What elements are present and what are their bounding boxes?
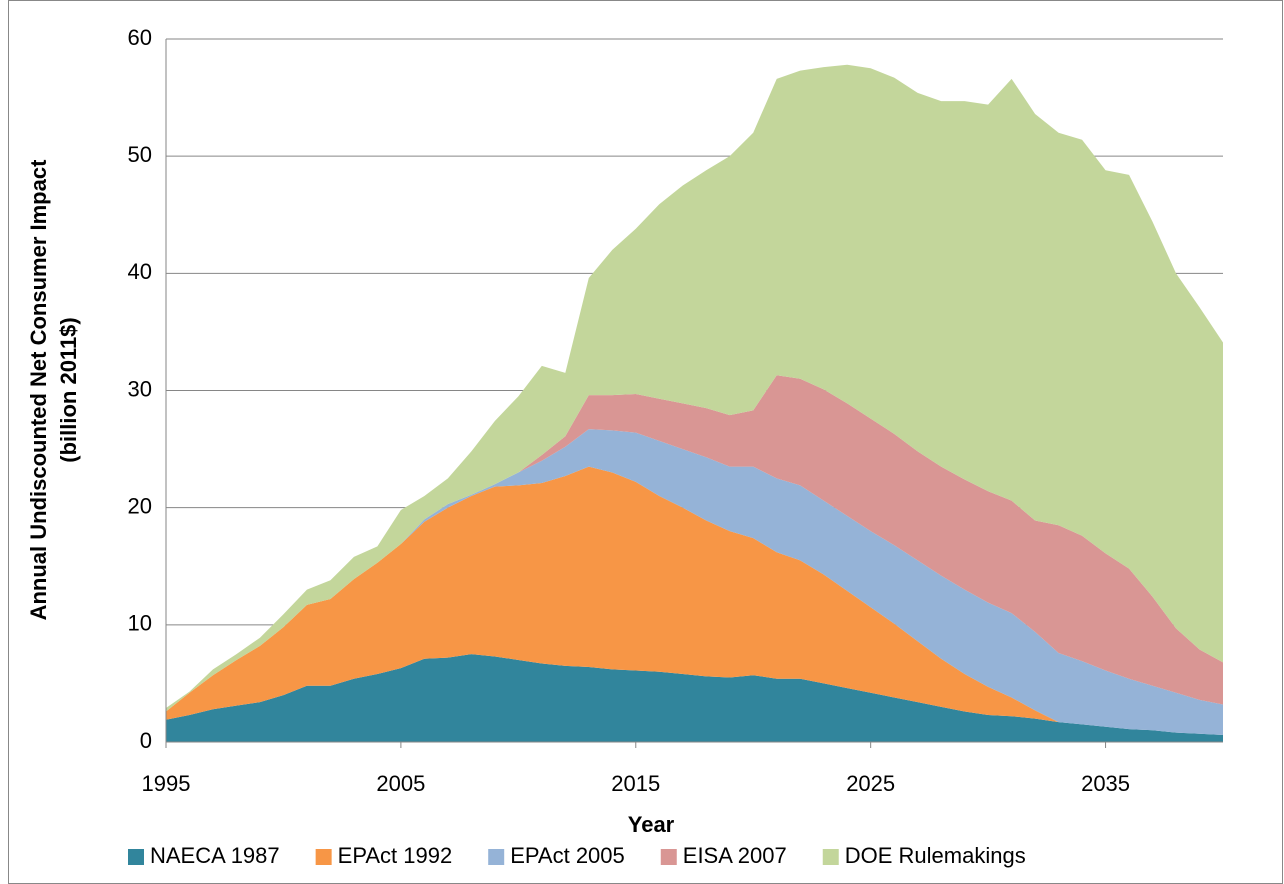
legend-swatch bbox=[128, 849, 144, 865]
y-tick-label: 50 bbox=[128, 142, 152, 167]
x-tick-label: 2035 bbox=[1081, 771, 1130, 796]
x-axis-title: Year bbox=[628, 812, 675, 837]
legend-label: EPAct 2005 bbox=[510, 843, 625, 868]
legend-swatch bbox=[488, 849, 505, 865]
y-axis-title-line: (billion 2011$) bbox=[56, 317, 81, 463]
area bbox=[166, 466, 1223, 735]
legend-label: DOE Rulemakings bbox=[845, 843, 1026, 868]
area bbox=[166, 429, 1223, 735]
y-tick-label: 20 bbox=[128, 493, 152, 518]
x-tick-label: 1995 bbox=[142, 771, 191, 796]
legend-swatch bbox=[822, 849, 839, 865]
y-axis-title-line: Annual Undiscounted Net Consumer Impact bbox=[26, 159, 51, 620]
y-tick-label: 10 bbox=[128, 611, 152, 636]
y-axis-title: Annual Undiscounted Net Consumer Impact … bbox=[26, 159, 81, 620]
y-tick-label: 0 bbox=[140, 728, 152, 753]
y-tick-label: 40 bbox=[128, 259, 152, 284]
area bbox=[166, 375, 1223, 712]
area bbox=[166, 64, 1223, 712]
x-tick-label: 2015 bbox=[611, 771, 660, 796]
x-tick-label: 2005 bbox=[376, 771, 425, 796]
legend-label: EISA 2007 bbox=[683, 843, 787, 868]
y-tick-label: 60 bbox=[128, 25, 152, 50]
legend-label: NAECA 1987 bbox=[150, 843, 280, 868]
legend-label: EPAct 1992 bbox=[338, 843, 453, 868]
legend-swatch bbox=[660, 849, 677, 865]
x-tick-label: 2025 bbox=[846, 771, 895, 796]
area bbox=[166, 654, 1223, 742]
y-tick-label: 30 bbox=[128, 376, 152, 401]
legend-swatch bbox=[315, 849, 332, 865]
